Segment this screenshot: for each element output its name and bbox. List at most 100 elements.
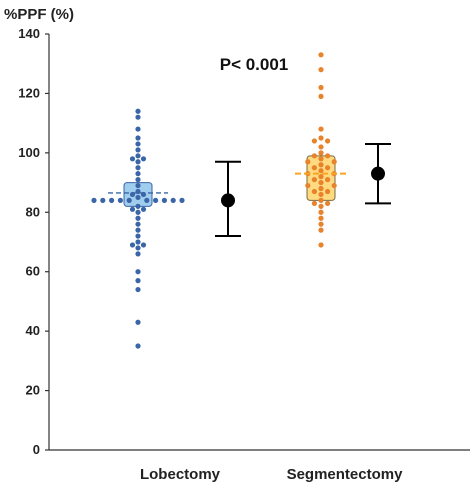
data-point [109,197,115,203]
data-point [135,286,141,293]
data-point [135,126,141,132]
data-point [135,165,141,171]
data-point [170,197,176,203]
p-value-annotation: P< 0.001 [220,55,289,74]
data-point [135,278,141,284]
data-point [311,177,317,183]
data-point [318,197,324,203]
data-point [318,179,324,186]
data-point [126,197,132,203]
data-point [135,171,141,177]
y-tick-label: 0 [33,442,40,457]
mean-point-lobectomy [221,193,235,208]
data-point [318,67,324,73]
data-point [311,165,317,171]
data-point [325,138,331,144]
data-point [325,188,331,195]
data-point [325,153,331,159]
data-point [318,162,324,168]
group-lobectomy [91,108,241,349]
category-labels: Lobectomy Segmentectomy [140,466,403,483]
data-point [140,156,147,162]
data-point [135,135,141,141]
y-axis-title: %PPF (%) [4,6,74,23]
data-point [129,242,136,248]
data-point [318,185,324,192]
data-point [135,245,141,251]
y-tick-label: 60 [26,264,40,279]
data-point [318,52,324,58]
plot-groups [91,52,391,349]
y-tick-label: 100 [18,145,40,160]
data-point [153,197,159,203]
data-point [318,221,324,227]
data-point [318,150,324,156]
data-point [179,197,185,203]
group-segmentectomy [295,52,391,248]
data-point [318,174,324,180]
data-point [135,153,141,159]
data-point [305,182,311,189]
data-point [318,227,324,233]
data-point [318,126,324,132]
y-axis-ticks: 0 20 40 60 80 100 120 140 [18,26,49,457]
data-point [161,197,167,203]
category-label-lobectomy: Lobectomy [140,466,221,483]
data-point [311,188,317,195]
y-tick-label: 120 [18,85,40,100]
data-point [311,200,317,206]
data-point [318,215,324,221]
data-point [129,206,136,212]
data-point [318,84,324,91]
mean-point-segmentectomy [371,166,385,181]
data-point [311,153,317,159]
y-tick-label: 20 [26,383,40,398]
data-point [135,141,141,147]
data-point [318,93,324,99]
data-point [135,269,141,275]
data-point [318,203,324,209]
y-tick-label: 80 [26,204,40,219]
data-point [331,182,337,189]
data-point [135,194,141,201]
data-point [135,343,141,349]
data-point [135,177,141,183]
data-point [325,177,331,183]
data-point [135,147,141,153]
data-point [91,197,97,203]
data-point [311,138,317,144]
data-point [100,197,106,203]
data-point [135,239,141,245]
data-point [318,135,324,141]
data-point [140,206,147,212]
y-tick-label: 140 [18,26,40,41]
data-point [140,242,147,248]
data-point [318,242,324,248]
data-point [135,215,141,221]
data-point [135,203,141,209]
data-point [318,191,324,198]
data-point [135,319,141,325]
data-point [135,251,141,257]
data-point [135,114,141,120]
data-point [135,159,141,165]
data-point [135,108,141,114]
y-tick-label: 40 [26,323,40,338]
data-point [135,182,141,189]
data-point [135,227,141,233]
data-point [318,168,324,174]
data-point [117,197,123,203]
data-point [325,200,331,206]
data-point [135,221,141,227]
data-point [305,159,311,165]
category-label-segmentectomy: Segmentectomy [287,466,404,483]
data-point [325,165,331,171]
data-point [129,156,136,162]
data-point [135,233,141,239]
data-point [331,159,337,165]
data-point [318,156,324,162]
data-point [135,209,141,215]
data-point [318,144,324,150]
data-point [318,209,324,215]
